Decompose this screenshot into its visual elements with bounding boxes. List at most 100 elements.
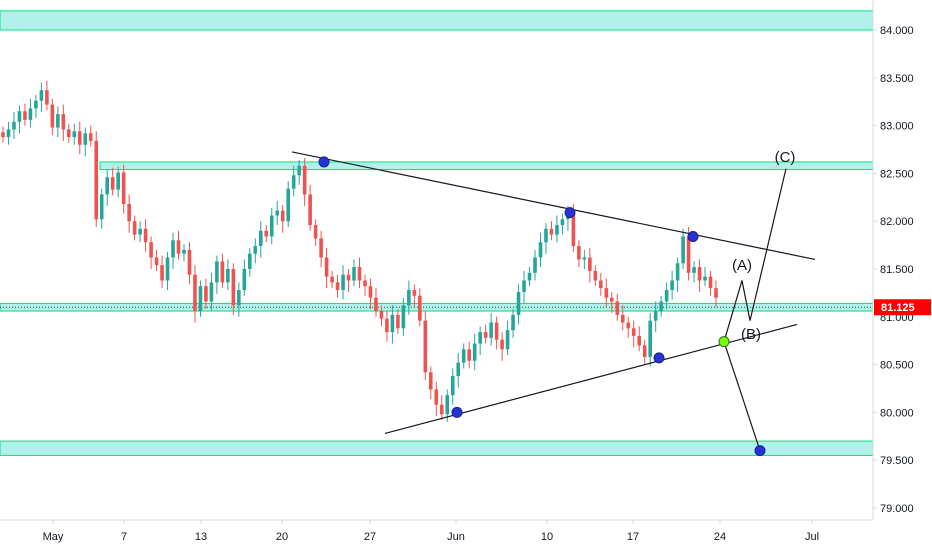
candle-body xyxy=(533,257,537,273)
price-tag-layer: 81.125 xyxy=(874,299,931,316)
candle-body xyxy=(412,290,417,296)
x-axis[interactable]: May 7 13 20 27 Jun 10 17 24 Jul xyxy=(0,519,873,543)
x-tick-label: 10 xyxy=(541,531,553,543)
candle-body xyxy=(714,288,718,298)
resistance-trendline xyxy=(291,151,816,261)
candle-body xyxy=(494,322,499,340)
candle-body xyxy=(544,228,548,243)
candle-body xyxy=(154,257,159,266)
candle-body xyxy=(456,362,461,377)
candle-body xyxy=(143,228,148,243)
candle-body xyxy=(324,257,329,277)
candle-body xyxy=(77,131,82,145)
wave-projection-up xyxy=(723,168,787,342)
candle-body xyxy=(379,311,384,319)
candle-body xyxy=(637,335,642,346)
candle-body xyxy=(17,111,22,122)
candle-body xyxy=(28,108,33,120)
target-pivot-point xyxy=(754,445,766,457)
candle-body xyxy=(385,318,389,333)
candle-body xyxy=(83,133,88,145)
wave-label: (B) xyxy=(741,326,761,343)
candle-body xyxy=(659,301,663,312)
candle-body xyxy=(686,236,691,273)
candle-body xyxy=(94,140,99,220)
y-axis-background xyxy=(873,0,932,550)
y-tick-label: 84.000 xyxy=(880,25,914,37)
pivot-point xyxy=(451,406,463,418)
candle-body xyxy=(642,345,647,357)
candle-body xyxy=(434,389,439,405)
candle-body xyxy=(363,280,367,287)
candle-body xyxy=(483,332,488,338)
candle-body xyxy=(374,297,378,312)
candle-body xyxy=(67,129,71,138)
candle-body xyxy=(489,322,493,338)
last-price-label: 81.125 xyxy=(881,302,915,314)
candle-body xyxy=(648,320,652,357)
candle-body xyxy=(549,228,554,235)
candle-body xyxy=(198,286,203,312)
x-tick-label: 27 xyxy=(364,531,376,543)
candle-body xyxy=(461,349,466,363)
candle-body xyxy=(248,253,252,269)
x-tick-label: May xyxy=(43,531,64,543)
candle-body xyxy=(478,332,482,344)
last-price-tag xyxy=(874,299,931,316)
pivot-point xyxy=(687,230,699,242)
candle-body xyxy=(418,295,422,321)
candle-body xyxy=(110,177,115,190)
candle-body xyxy=(23,111,27,120)
y-axis[interactable]: 84.00083.50083.00082.50082.00081.50081.0… xyxy=(872,0,932,550)
candle-body xyxy=(653,311,658,321)
candle-body xyxy=(280,210,285,222)
candle-body xyxy=(171,240,175,258)
candle-body xyxy=(615,301,620,315)
candle-body xyxy=(472,343,477,361)
y-tick-label: 82.500 xyxy=(880,168,914,180)
y-tick-label: 80.500 xyxy=(880,360,914,372)
candle-body xyxy=(313,225,318,239)
candle-body xyxy=(286,188,290,222)
candle-body xyxy=(88,133,93,141)
y-tick-label: 81.500 xyxy=(880,264,914,276)
candle-body xyxy=(368,286,373,298)
candle-body xyxy=(105,177,110,195)
candle-body xyxy=(182,249,186,254)
labels-layer: (A) (B) (C) xyxy=(732,149,795,343)
candle-body xyxy=(352,267,356,281)
y-tick-label: 79.000 xyxy=(880,503,914,515)
candle-body xyxy=(319,238,323,258)
candle-body xyxy=(505,330,510,350)
candle-body xyxy=(127,203,131,222)
candle-body xyxy=(500,339,504,350)
candle-body xyxy=(215,261,219,283)
candle-body xyxy=(664,290,669,302)
candle-body xyxy=(160,265,164,281)
candle-body xyxy=(264,230,269,237)
candle-body xyxy=(708,276,713,289)
pivot-point xyxy=(318,156,330,168)
y-tick-label: 82.000 xyxy=(880,216,914,228)
candle-body xyxy=(346,274,351,281)
candle-body xyxy=(253,246,258,254)
candle-body xyxy=(538,242,543,258)
support-resistance-zone xyxy=(0,10,874,31)
candle-body xyxy=(527,272,532,281)
support-resistance-zone xyxy=(99,161,874,171)
zones-layer xyxy=(0,10,874,456)
candle-body xyxy=(681,236,685,264)
support-resistance-zone xyxy=(0,440,874,456)
candle-body xyxy=(631,328,636,336)
candle-body xyxy=(269,215,274,237)
candles-layer xyxy=(1,80,718,422)
candle-body xyxy=(604,288,609,298)
candle-body xyxy=(516,291,521,315)
candle-body xyxy=(204,286,208,302)
candle-body xyxy=(50,104,55,128)
candle-body xyxy=(226,269,230,283)
candle-body xyxy=(697,267,702,281)
